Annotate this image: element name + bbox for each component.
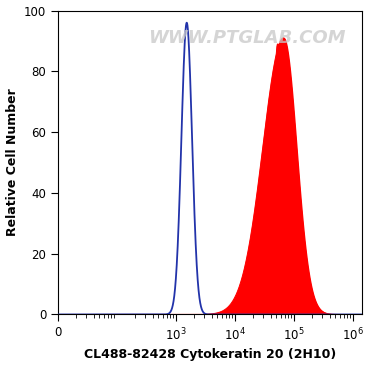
Y-axis label: Relative Cell Number: Relative Cell Number	[6, 89, 18, 236]
X-axis label: CL488-82428 Cytokeratin 20 (2H10): CL488-82428 Cytokeratin 20 (2H10)	[84, 348, 336, 361]
Text: WWW.PTGLAB.COM: WWW.PTGLAB.COM	[148, 29, 345, 47]
